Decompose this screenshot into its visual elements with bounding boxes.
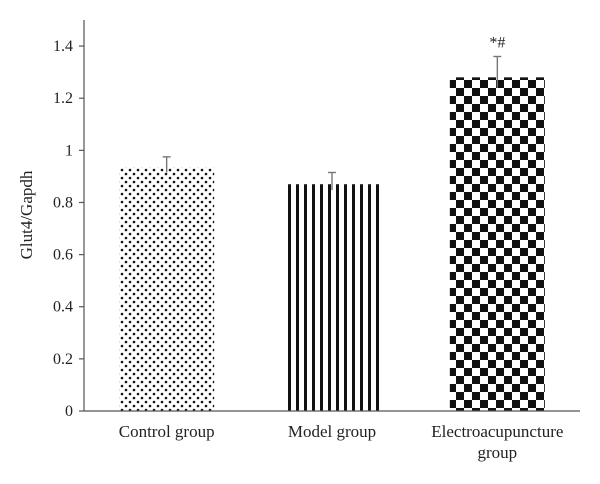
x-category-label: Model group xyxy=(288,422,376,441)
y-tick-label: 0 xyxy=(65,403,73,420)
bars-group xyxy=(119,77,545,411)
y-tick-label: 1.4 xyxy=(53,38,73,55)
y-tick-label: 0.8 xyxy=(53,194,73,211)
x-axis: Control group Model group Electroacupunctu… xyxy=(119,422,564,462)
y-tick-label: 0.6 xyxy=(53,247,73,264)
y-tick-label: 0.4 xyxy=(53,299,73,316)
error-bars-group xyxy=(162,55,502,191)
bar-0 xyxy=(119,167,215,411)
x-category-label: Electroacupuncture xyxy=(431,422,563,441)
bar-2 xyxy=(449,77,545,411)
y-axis-title: Glut4/Gapdh xyxy=(17,170,36,259)
x-category-label: group xyxy=(477,443,517,462)
annotations-group: *# xyxy=(489,34,505,51)
y-tick-label: 0.2 xyxy=(53,351,73,368)
y-tick-label: 1.2 xyxy=(53,90,73,107)
x-category-label: Control group xyxy=(119,422,215,441)
significance-annotation: *# xyxy=(489,34,505,51)
y-tick-label: 1 xyxy=(65,142,73,159)
bar-1 xyxy=(284,184,380,411)
y-axis: 0 0.2 0.4 0.6 0.8 1 1.2 1.4 xyxy=(53,38,84,420)
